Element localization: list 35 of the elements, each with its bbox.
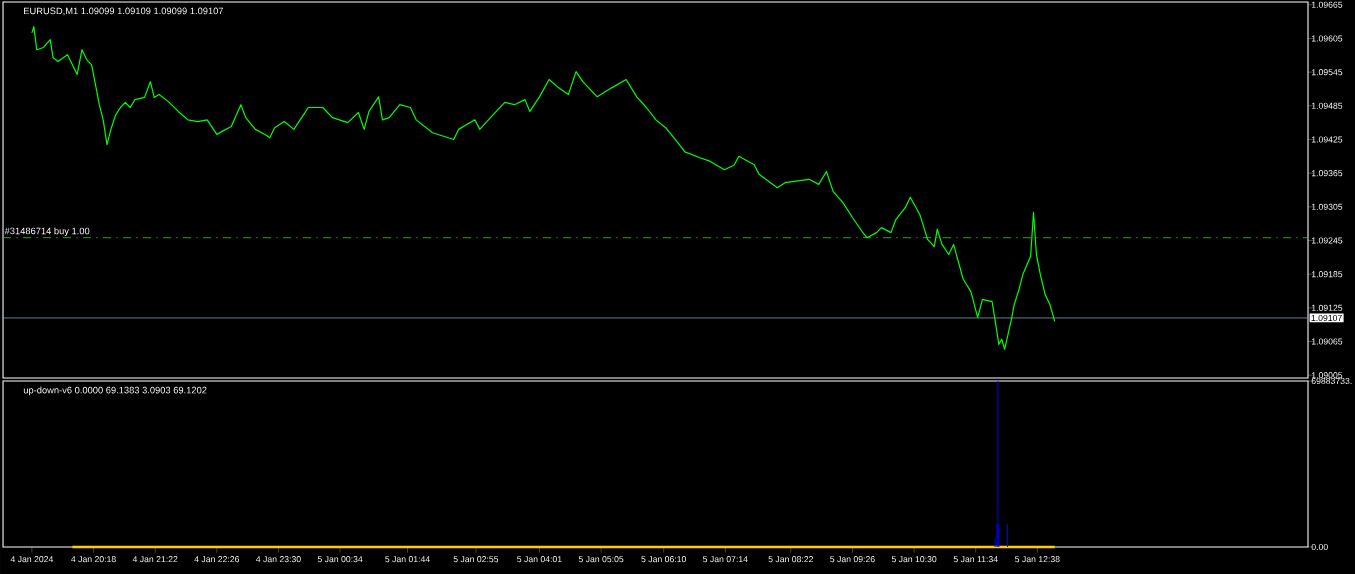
text: up-down-v6 0.0000 69.1383 3.0903 69.1202: [23, 386, 207, 396]
y-tick-label: 1.09185: [1311, 271, 1343, 278]
y-tick-label: 1.09665: [1311, 1, 1343, 8]
y-tick-label: 1.09305: [1311, 203, 1343, 210]
x-tick-label: 4 Jan 21:22: [132, 556, 178, 563]
y-tick-label: 1.09545: [1311, 69, 1343, 76]
x-tick-label: 5 Jan 05:05: [578, 556, 624, 563]
y-tick-label: 1.09125: [1311, 304, 1343, 311]
x-tick-label: 5 Jan 01:44: [385, 556, 430, 563]
y-tick-label: 1.09605: [1311, 35, 1343, 42]
x-tick-label: 5 Jan 10:30: [891, 556, 937, 563]
ref-line-label: #31486714 buy 1.00: [4, 227, 90, 237]
x-tick-label: 5 Jan 00:34: [317, 556, 363, 563]
ref-line-label: 1.09107: [1311, 314, 1342, 322]
y-tick-label: 1.09245: [1311, 237, 1343, 244]
y-tick-label: 0.00: [1311, 543, 1328, 551]
x-tick-label: 5 Jan 02:55: [453, 556, 499, 563]
y-tick-label: 1.09425: [1311, 136, 1343, 143]
x-tick-label: 5 Jan 07:14: [703, 556, 748, 563]
x-tick-label: 5 Jan 12:38: [1015, 556, 1060, 563]
text: EURUSD,M1 1.09099 1.09109 1.09099 1.09107: [24, 7, 224, 16]
x-tick-label: 5 Jan 04:01: [517, 556, 562, 563]
y-tick-label: 69883733.: [1311, 377, 1352, 385]
y-tick-label: 1.09065: [1311, 338, 1343, 345]
y-tick-label: 1.09365: [1311, 170, 1343, 177]
x-tick-label: 5 Jan 11:34: [953, 556, 998, 563]
x-tick-label: 4 Jan 2024: [10, 556, 54, 563]
y-tick-label: 1.09485: [1311, 102, 1343, 109]
x-tick-label: 5 Jan 06:10: [641, 556, 686, 563]
x-tick-label: 4 Jan 20:18: [71, 556, 116, 563]
x-tick-label: 4 Jan 23:30: [256, 556, 301, 563]
x-tick-label: 4 Jan 22:26: [194, 556, 240, 563]
x-tick-label: 5 Jan 09:26: [830, 556, 875, 563]
y-tick-label: 1.09005: [1311, 372, 1343, 379]
x-tick-label: 5 Jan 08:22: [768, 556, 814, 563]
